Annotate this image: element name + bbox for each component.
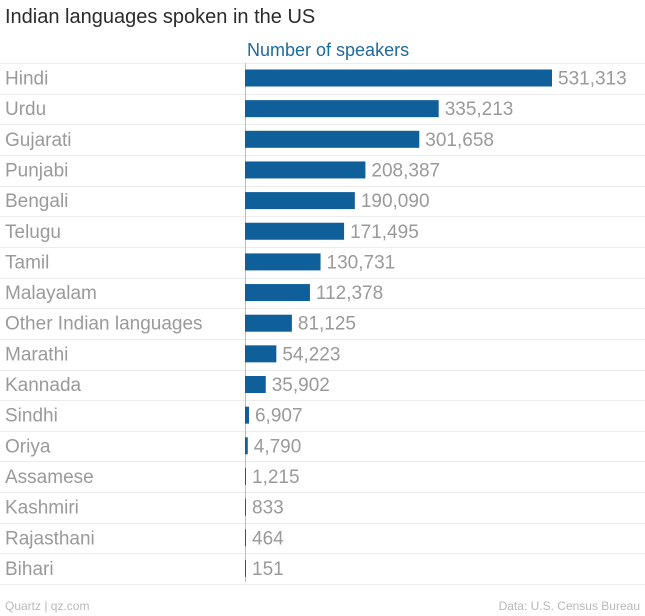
category-label: Assamese — [5, 467, 94, 488]
value-label: 4,790 — [254, 436, 302, 457]
value-label: 6,907 — [255, 406, 303, 427]
bar-chart: Number of speakers Hindi 531,313 Urdu 335,2… — [0, 40, 645, 585]
footer-source: Data: U.S. Census Bureau — [498, 599, 640, 613]
bar — [245, 130, 420, 148]
footer-credit: Quartz | qz.com — [5, 599, 90, 613]
bar — [245, 559, 246, 577]
value-label: 531,313 — [558, 69, 627, 90]
bar — [245, 376, 266, 393]
bar — [245, 314, 292, 332]
chart-title: Indian languages spoken in the US — [5, 6, 316, 28]
value-label: 464 — [252, 528, 284, 549]
bar — [245, 284, 310, 302]
value-label: 301,658 — [425, 130, 494, 151]
value-label: 208,387 — [371, 160, 440, 181]
category-label: Marathi — [5, 344, 68, 365]
category-label: Kashmiri — [5, 498, 79, 519]
category-label: Telugu — [5, 222, 61, 243]
bar — [245, 222, 345, 240]
category-label: Tamil — [5, 252, 49, 273]
category-label: Urdu — [5, 99, 46, 120]
value-label: 335,213 — [445, 99, 514, 120]
category-label: Kannada — [5, 375, 82, 396]
category-label: Hindi — [5, 69, 48, 90]
category-label: Rajasthani — [5, 528, 95, 549]
category-label: Bihari — [5, 559, 54, 580]
value-label: 35,902 — [272, 375, 330, 396]
value-label: 81,125 — [298, 314, 356, 335]
category-label: Malayalam — [5, 283, 97, 304]
bar — [245, 192, 355, 210]
category-label: Oriya — [5, 436, 51, 457]
category-label: Other Indian languages — [5, 314, 203, 335]
bar — [245, 406, 249, 424]
value-label: 190,090 — [361, 191, 430, 212]
value-label: 171,495 — [350, 222, 419, 243]
bar — [245, 345, 277, 363]
value-label: 112,378 — [316, 283, 383, 304]
value-label: 151 — [252, 559, 284, 580]
series-header: Number of speakers — [247, 40, 409, 60]
category-label: Gujarati — [5, 130, 72, 151]
bar — [245, 69, 552, 87]
category-label: Bengali — [5, 191, 68, 212]
bar — [245, 529, 246, 547]
bar — [245, 498, 246, 516]
bar — [245, 253, 321, 271]
value-label: 130,731 — [327, 252, 396, 273]
bar — [245, 100, 439, 118]
grid-layer — [0, 63, 645, 585]
bar — [245, 467, 246, 485]
value-label: 54,223 — [282, 344, 340, 365]
bars-layer: Hindi 531,313 Urdu 335,213 Gujarati 301,658 Pu… — [5, 69, 627, 580]
bar — [245, 161, 366, 179]
bar — [245, 437, 248, 455]
value-label: 1,215 — [252, 467, 300, 488]
category-label: Punjabi — [5, 160, 68, 181]
category-label: Sindhi — [5, 406, 58, 427]
value-label: 833 — [252, 498, 284, 519]
